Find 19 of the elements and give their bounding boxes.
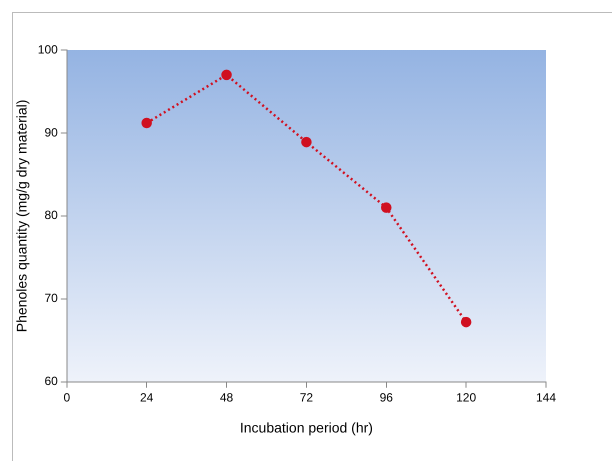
y-tick-label: 80 bbox=[44, 208, 58, 222]
y-axis-title: Phenoles quantity (mg/g dry material) bbox=[13, 100, 30, 332]
y-tick-label: 90 bbox=[44, 125, 58, 140]
y-tick-label: 70 bbox=[44, 291, 58, 306]
point bbox=[301, 136, 312, 148]
x-tick-label: 24 bbox=[140, 390, 154, 404]
point bbox=[141, 118, 152, 128]
x-tick-label: 120 bbox=[456, 390, 476, 404]
x-tick-label: 144 bbox=[536, 390, 556, 404]
x-axis-title: Incubation period (hr) bbox=[240, 419, 373, 436]
point bbox=[460, 316, 472, 328]
y-tick-label: 60 bbox=[44, 374, 58, 388]
y-tick-label: 100 bbox=[38, 42, 58, 56]
x-tick-label: 72 bbox=[300, 390, 314, 404]
x-tick-label: 0 bbox=[63, 390, 70, 404]
x-tick-label: 48 bbox=[220, 390, 234, 404]
x-tick-label: 96 bbox=[380, 390, 394, 404]
point bbox=[381, 202, 392, 213]
point bbox=[221, 70, 232, 80]
